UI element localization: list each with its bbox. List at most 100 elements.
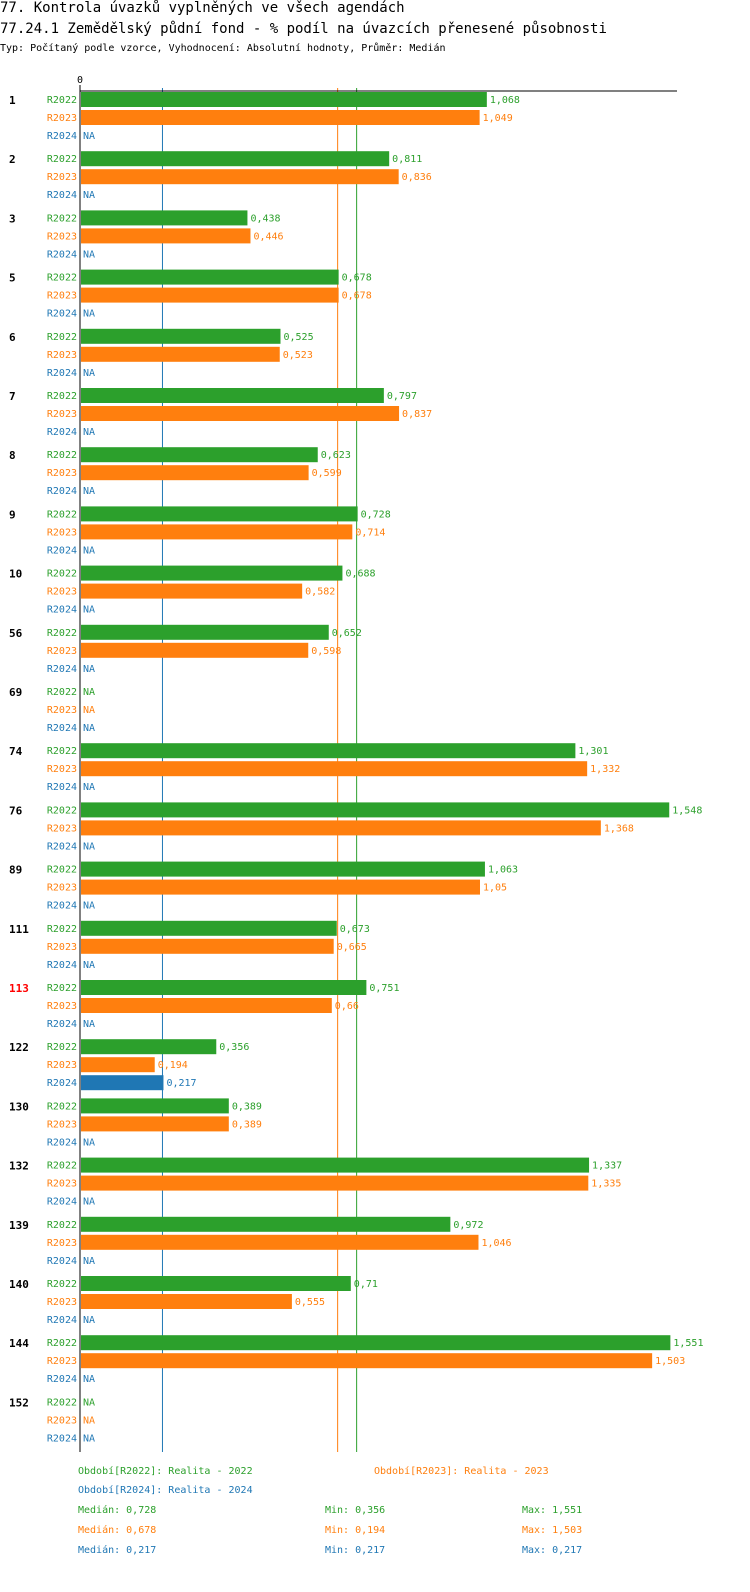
bar-r2023 <box>81 820 601 836</box>
series-label: R2023 <box>47 1356 77 1367</box>
series-label: R2023 <box>47 409 77 420</box>
series-label: R2022 <box>47 687 77 698</box>
series-label: R2023 <box>47 1001 77 1012</box>
bar-r2022 <box>81 506 358 522</box>
data-label: 0,356 <box>219 1042 249 1053</box>
bar-r2023 <box>81 524 353 540</box>
series-label: R2023 <box>47 646 77 657</box>
na-label: NA <box>83 1397 95 1408</box>
na-label: NA <box>83 131 95 142</box>
series-label: R2022 <box>47 628 77 639</box>
data-label: 0,652 <box>332 628 362 639</box>
series-label: R2023 <box>47 1238 77 1249</box>
data-label: 0,797 <box>387 391 417 402</box>
category-label: 1 <box>9 94 16 107</box>
na-label: NA <box>83 1374 95 1385</box>
series-label: R2022 <box>47 865 77 876</box>
bar-r2022 <box>81 210 248 226</box>
data-label: 1,337 <box>592 1161 622 1172</box>
series-label: R2024 <box>47 1137 77 1148</box>
bar-r2023 <box>81 642 309 658</box>
data-label: 1,503 <box>655 1356 685 1367</box>
category-label: 3 <box>9 212 16 225</box>
bar-r2022 <box>81 1335 671 1351</box>
data-label: 1,335 <box>591 1179 621 1190</box>
category-label: 152 <box>9 1396 29 1409</box>
data-label: 0,446 <box>253 231 283 242</box>
series-label: R2022 <box>47 273 77 284</box>
bar-r2024 <box>81 1075 164 1091</box>
bar-r2023 <box>81 1057 155 1073</box>
bar-r2022 <box>81 1216 451 1232</box>
bar-r2022 <box>81 743 576 759</box>
data-label: 0,438 <box>250 213 280 224</box>
stat-median-r2022: Medián: 0,728 <box>78 1505 157 1516</box>
category-label: 113 <box>9 982 29 995</box>
series-label: R2024 <box>47 1078 77 1089</box>
bar-r2023 <box>81 998 332 1013</box>
na-label: NA <box>83 486 95 497</box>
series-label: R2023 <box>47 764 77 775</box>
stat-min-r2023: Min: 0,194 <box>325 1525 386 1536</box>
na-label: NA <box>83 901 95 912</box>
series-label: R2022 <box>47 746 77 757</box>
series-label: R2024 <box>47 368 77 379</box>
category-label: 69 <box>9 686 22 699</box>
series-label: R2023 <box>47 231 77 242</box>
series-label: R2024 <box>47 901 77 912</box>
data-label: 0,71 <box>354 1279 378 1290</box>
axis-zero-label: 0 <box>77 75 83 86</box>
series-label: R2024 <box>47 545 77 556</box>
data-label: 0,66 <box>335 1001 359 1012</box>
series-label: R2024 <box>47 131 77 142</box>
data-label: 0,599 <box>312 468 342 479</box>
series-label: R2023 <box>47 883 77 894</box>
na-label: NA <box>83 1197 95 1208</box>
na-label: NA <box>83 1137 95 1148</box>
bar-r2023 <box>81 879 480 895</box>
category-label: 76 <box>9 804 23 817</box>
series-label: R2023 <box>47 1415 77 1426</box>
stat-max-r2024: Max: 0,217 <box>522 1545 583 1556</box>
stat-min-r2024: Min: 0,217 <box>325 1545 386 1556</box>
data-label: 0,598 <box>311 646 341 657</box>
bar-r2022 <box>81 980 367 995</box>
category-label: 10 <box>9 568 22 581</box>
bar-r2023 <box>81 465 309 481</box>
series-label: R2022 <box>47 1101 77 1112</box>
bar-r2023 <box>81 110 480 125</box>
series-label: R2024 <box>47 1197 77 1208</box>
data-label: 0,523 <box>283 350 313 361</box>
series-label: R2024 <box>47 309 77 320</box>
series-label: R2023 <box>47 468 77 479</box>
bar-r2022 <box>81 565 343 581</box>
legend-r2023: Období[R2023]: Realita - 2023 <box>374 1466 549 1477</box>
series-label: R2024 <box>47 1433 77 1444</box>
series-label: R2024 <box>47 605 77 616</box>
data-label: 1,05 <box>483 883 507 894</box>
bar-r2022 <box>81 1157 590 1173</box>
bar-r2022 <box>81 151 390 167</box>
data-label: 0,688 <box>345 569 375 580</box>
series-label: R2024 <box>47 427 77 438</box>
series-label: R2024 <box>47 1019 77 1030</box>
stat-min-r2022: Min: 0,356 <box>325 1505 386 1516</box>
bar-r2023 <box>81 1294 292 1309</box>
na-label: NA <box>83 368 95 379</box>
series-label: R2023 <box>47 172 77 183</box>
series-label: R2022 <box>47 332 77 343</box>
series-label: R2024 <box>47 486 77 497</box>
na-label: NA <box>83 1256 95 1267</box>
bar-r2023 <box>81 1234 479 1250</box>
series-label: R2022 <box>47 1279 77 1290</box>
series-label: R2022 <box>47 805 77 816</box>
na-label: NA <box>83 960 95 971</box>
series-label: R2022 <box>47 983 77 994</box>
bar-r2023 <box>81 1116 229 1132</box>
category-label: 111 <box>9 923 29 936</box>
data-label: 0,714 <box>355 527 385 538</box>
category-label: 2 <box>9 153 16 166</box>
series-label: R2023 <box>47 705 77 716</box>
series-label: R2022 <box>47 1338 77 1349</box>
bar-r2023 <box>81 406 400 421</box>
